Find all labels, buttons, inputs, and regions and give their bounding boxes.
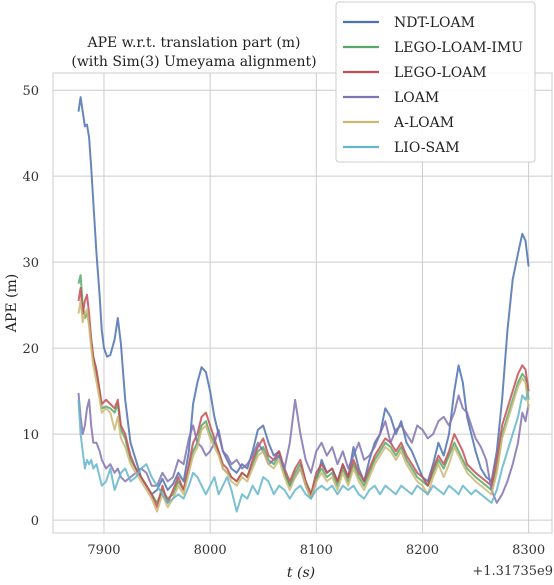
y-tick-label: 30 [22, 256, 39, 271]
x-axis-label: t (s) [287, 565, 315, 581]
legend-label: LOAM [394, 90, 439, 106]
y-tick-label: 50 [22, 84, 39, 99]
y-tick-label: 20 [22, 342, 39, 357]
x-tick-label: 7900 [87, 543, 120, 558]
x-offset-label: +1.31735e9 [472, 564, 553, 579]
legend-label: LEGO-LOAM-IMU [394, 40, 523, 56]
legend-label: A-LOAM [393, 115, 454, 131]
series-line-loam [77, 392, 530, 504]
tick-layer: 7900 8000 8100 8200 8300 0 10 20 30 40 50 [22, 84, 545, 558]
x-tick-label: 8100 [300, 543, 333, 558]
series-line-lio-sam [77, 390, 530, 513]
y-axis-label: APE (m) [4, 274, 20, 333]
series-line-a-loam [77, 299, 530, 513]
chart-title: APE w.r.t. translation part (m) [86, 35, 300, 51]
legend-box [335, 1, 536, 163]
series-line-lego-loam-imu [77, 274, 530, 504]
x-tick-label: 8200 [406, 543, 439, 558]
grid-layer [53, 73, 552, 533]
x-tick-label: 8300 [512, 543, 545, 558]
y-tick-label: 0 [31, 514, 39, 529]
series-layer [77, 96, 530, 513]
chart-subtitle: (with Sim(3) Umeyama alignment) [71, 54, 316, 70]
y-tick-label: 10 [22, 428, 39, 443]
y-tick-label: 40 [22, 170, 39, 185]
legend-label: LEGO-LOAM [394, 65, 487, 81]
x-tick-label: 8000 [194, 543, 227, 558]
legend-label: NDT-LOAM [394, 15, 475, 31]
legend: NDT-LOAM LEGO-LOAM-IMU LEGO-LOAM LOAM A-LOAM… [335, 1, 536, 163]
legend-label: LIO-SAM [394, 140, 460, 156]
